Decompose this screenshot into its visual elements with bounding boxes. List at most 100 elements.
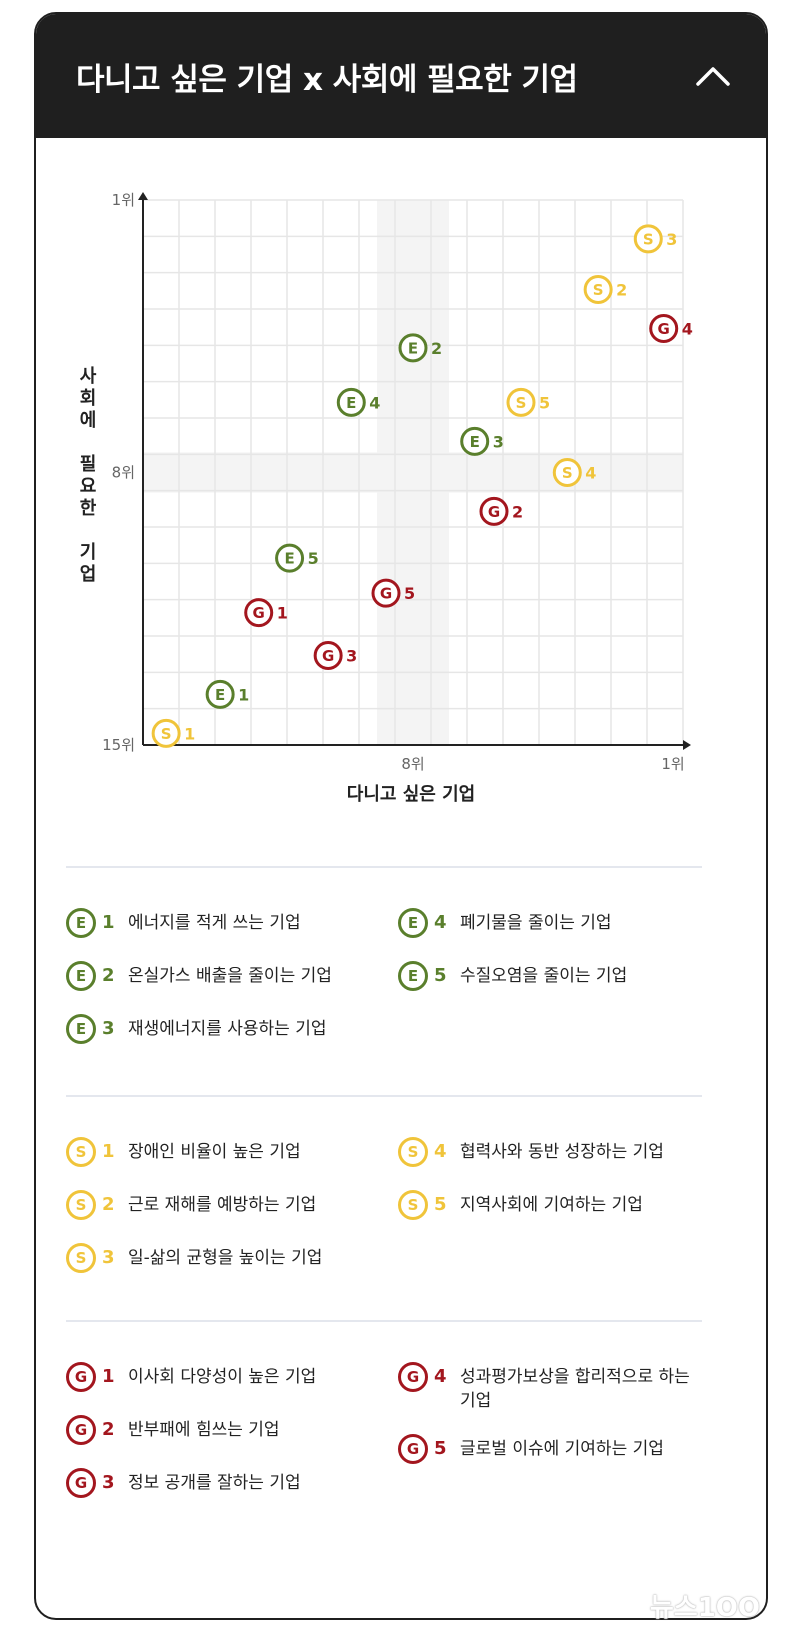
legend-number: 2	[102, 1194, 115, 1215]
legend-badge: G	[66, 1415, 96, 1445]
divider-s	[66, 1095, 702, 1097]
legend-badge: E	[66, 1014, 96, 1044]
legend-number: 1	[102, 1366, 115, 1387]
legend-item-e-2: E 2 온실가스 배출을 줄이는 기업	[66, 961, 386, 991]
point-letter: S	[161, 725, 172, 743]
point-badge-e-4	[336, 387, 366, 417]
point-label: 2	[512, 502, 523, 521]
point-letter: G	[488, 503, 500, 521]
legend-item-s-5: S 5 지역사회에 기여하는 기업	[398, 1190, 698, 1220]
point-badge-g-5	[371, 578, 401, 608]
point-badge-g-1	[244, 598, 274, 628]
point-label: 1	[238, 685, 249, 704]
x-tick-label: 8위	[401, 755, 424, 773]
legend-text: 에너지를 적게 쓰는 기업	[128, 913, 301, 933]
legend-text: 글로벌 이슈에 기여하는 기업	[460, 1439, 664, 1459]
legend-item-g-3: G 3 정보 공개를 잘하는 기업	[66, 1468, 386, 1498]
legend-text: 온실가스 배출을 줄이는 기업	[128, 966, 332, 986]
legend-item-g-1: G 1 이사회 다양성이 높은 기업	[66, 1362, 386, 1392]
point-label: 2	[616, 281, 627, 300]
point-letter: S	[516, 394, 527, 412]
legend-text: 지역사회에 기여하는 기업	[460, 1195, 643, 1215]
point-label: 4	[585, 464, 596, 483]
point-letter: G	[658, 320, 670, 338]
legend-number: 1	[102, 912, 115, 933]
point-label: 5	[404, 584, 415, 603]
divider-g	[66, 1320, 702, 1322]
legend-number: 2	[102, 965, 115, 986]
legend-badge: G	[398, 1362, 428, 1392]
legend-text: 장애인 비율이 높은 기업	[128, 1142, 301, 1162]
point-letter: S	[562, 464, 573, 482]
legend-number: 3	[102, 1472, 115, 1493]
legend-text: 폐기물을 줄이는 기업	[460, 913, 612, 933]
legend-badge: S	[398, 1137, 428, 1167]
point-badge-e-1	[205, 679, 235, 709]
point-label: 1	[277, 604, 288, 623]
chevron-up-icon	[696, 67, 730, 86]
legend-item-g-2: G 2 반부패에 힘쓰는 기업	[66, 1415, 386, 1445]
point-letter: G	[253, 604, 265, 622]
point-letter: E	[408, 339, 418, 357]
legend-badge: E	[66, 961, 96, 991]
legend-badge: G	[66, 1468, 96, 1498]
point-label: 3	[493, 432, 504, 451]
point-letter: E	[215, 686, 225, 704]
point-badge-g-2	[479, 496, 509, 526]
x-axis-arrow	[683, 740, 691, 750]
legend-text: 근로 재해를 예방하는 기업	[128, 1195, 317, 1215]
card-title: 다니고 싶은 기업 x 사회에 필요한 기업	[76, 62, 578, 98]
legend-text: 협력사와 동반 성장하는 기업	[460, 1142, 664, 1162]
y-tick-label: 8위	[112, 464, 135, 482]
point-badge-g-3	[313, 640, 343, 670]
legend-badge: S	[66, 1190, 96, 1220]
legend-number: 4	[434, 1141, 447, 1162]
point-letter: G	[380, 585, 392, 603]
legend-item-e-5: E 5 수질오염을 줄이는 기업	[398, 961, 698, 991]
y-tick-label: 15위	[102, 736, 135, 754]
legend-item-e-1: E 1 에너지를 적게 쓰는 기업	[66, 908, 386, 938]
point-badge-e-5	[275, 543, 305, 573]
legend-item-s-2: S 2 근로 재해를 예방하는 기업	[66, 1190, 386, 1220]
y-highlight-band	[143, 452, 683, 493]
legend-badge: S	[66, 1243, 96, 1273]
point-label: 5	[539, 393, 550, 412]
legend-badge: S	[66, 1137, 96, 1167]
legend-text: 재생에너지를 사용하는 기업	[128, 1019, 327, 1039]
point-letter: S	[593, 281, 604, 299]
legend-badge: G	[66, 1362, 96, 1392]
point-letter: S	[643, 230, 654, 248]
x-tick-label: 1위	[661, 755, 684, 773]
x-axis-title: 다니고 싶은 기업	[347, 784, 475, 805]
legend-item-s-3: S 3 일-삶의 균형을 높이는 기업	[66, 1243, 386, 1273]
collapse-button[interactable]	[688, 52, 738, 102]
legend-badge: S	[398, 1190, 428, 1220]
legend-badge: E	[398, 908, 428, 938]
point-letter: E	[470, 433, 480, 451]
legend-badge: E	[66, 908, 96, 938]
point-letter: G	[322, 647, 334, 665]
point-badge-s-2	[583, 275, 613, 305]
legend-badge: E	[398, 961, 428, 991]
legend-text: 이사회 다양성이 높은 기업	[128, 1367, 317, 1387]
legend-number: 2	[102, 1419, 115, 1440]
legend-item-e-3: E 3 재생에너지를 사용하는 기업	[66, 1014, 386, 1044]
legend-number: 3	[102, 1018, 115, 1039]
point-badge-e-2	[398, 333, 428, 363]
y-axis-arrow	[138, 192, 148, 200]
legend-text: 정보 공개를 잘하는 기업	[128, 1473, 301, 1493]
legend-text: 수질오염을 줄이는 기업	[460, 966, 628, 986]
legend-badge: G	[398, 1434, 428, 1464]
legend-number: 5	[434, 1194, 447, 1215]
legend-number: 5	[434, 1438, 447, 1459]
card-header: 다니고 싶은 기업 x 사회에 필요한 기업	[36, 14, 766, 138]
point-label: 4	[682, 319, 693, 338]
legend-item-s-1: S 1 장애인 비율이 높은 기업	[66, 1137, 386, 1167]
legend-number: 3	[102, 1247, 115, 1268]
legend-item-g-5: G 5 글로벌 이슈에 기여하는 기업	[398, 1434, 698, 1464]
point-letter: E	[346, 394, 356, 412]
point-badge-s-4	[552, 458, 582, 487]
legend-item-g-4: G 4 성과평가보상을 합리적으로 하는 기업	[398, 1362, 698, 1413]
